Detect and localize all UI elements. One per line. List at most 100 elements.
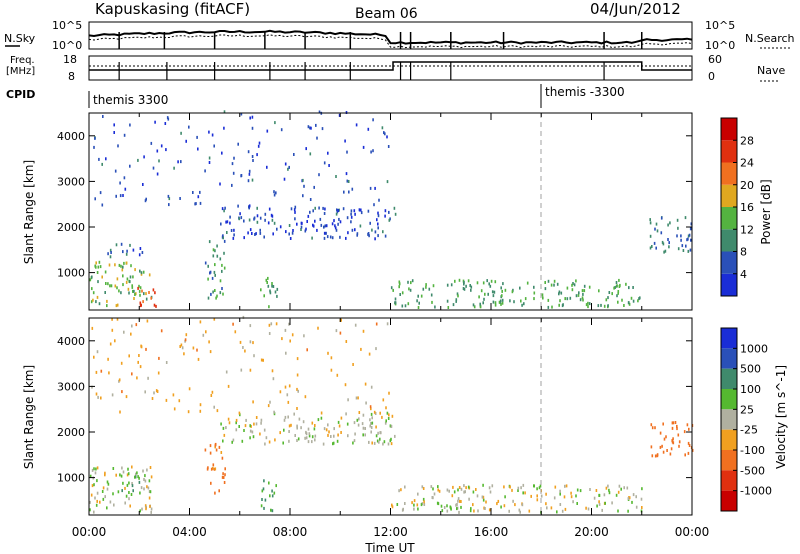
velocity-cell-649 [365, 401, 367, 405]
velocity-cell-382 [411, 501, 413, 505]
power-cell-581 [113, 131, 115, 134]
power-cell-288 [269, 289, 271, 293]
power-cell-549 [256, 153, 258, 157]
power-cell-213 [309, 210, 311, 214]
power-cell-261 [350, 212, 352, 216]
velocity-cell-566 [153, 391, 155, 395]
velocity-cell-39 [106, 487, 109, 491]
velocity-cell-534 [296, 407, 298, 410]
velocity-cell-450 [431, 496, 434, 499]
velocity-cell-488 [656, 453, 659, 457]
power-cell-321 [611, 292, 613, 296]
power-cell-351 [463, 280, 465, 284]
velocity-cell-367 [589, 488, 591, 491]
velocity-cell-272 [260, 504, 263, 508]
power-cell-389 [465, 284, 467, 288]
velocity-cell-248 [347, 434, 349, 438]
power-cell-84 [155, 304, 157, 308]
power-cell-112 [208, 240, 211, 244]
power-cell-91 [109, 255, 112, 259]
velocity-cell-647 [296, 357, 299, 361]
velocity-cell-122 [358, 417, 360, 421]
velocity-cell-439 [391, 503, 393, 507]
velocity-cell-115 [224, 473, 226, 477]
velocity-cell-432 [635, 495, 637, 499]
power-cell-562 [346, 150, 348, 154]
velocity-cell-65 [124, 486, 126, 490]
velocity-cell-58 [96, 491, 99, 495]
velocity-cell-529 [199, 320, 202, 324]
velocity-cell-190 [282, 441, 284, 445]
velocity-cell-292 [472, 503, 474, 507]
velocity-cell-45 [139, 509, 141, 513]
power-cell-311 [407, 302, 410, 306]
velocity-cell-327 [437, 485, 439, 489]
velocity-cell-249 [322, 442, 325, 446]
velocity-colorbar-swatch-1 [721, 348, 737, 369]
velocity-cell-236 [249, 429, 252, 433]
velocity-cell-542 [158, 356, 160, 360]
velocity-cell-610 [136, 376, 138, 380]
velocity-cell-399 [545, 492, 547, 496]
velocity-cell-25 [94, 471, 97, 475]
power-cell-310 [521, 303, 523, 307]
velocity-cell-80 [138, 480, 141, 484]
velocity-cell-428 [570, 495, 573, 499]
velocity-cell-95 [209, 444, 212, 448]
velocity-cell-267 [273, 491, 276, 495]
power-cell-607 [113, 123, 115, 127]
power-cell-435 [394, 297, 397, 301]
velocity-cell-464 [674, 421, 677, 424]
velocity-cell-68 [125, 494, 128, 498]
velocity-cell-605 [211, 390, 214, 394]
velocity-cell-6 [146, 485, 148, 489]
velocity-cell-425 [437, 502, 440, 506]
power-cell-440 [408, 287, 410, 291]
velocity-cell-116 [241, 439, 244, 443]
velocity-cell-572 [118, 378, 121, 382]
power-cell-86 [139, 301, 142, 305]
power-cell-521 [309, 152, 312, 156]
power-cell-72 [98, 260, 101, 264]
velocity-cell-156 [375, 434, 378, 438]
power-cell-595 [386, 180, 389, 184]
velocity-cell-238 [294, 434, 296, 437]
velocity-cell-496 [650, 445, 653, 449]
velocity-cell-261 [307, 427, 310, 431]
velocity-cell-270 [275, 484, 277, 488]
velocity-cell-539 [210, 394, 213, 397]
velocity-cell-59 [144, 479, 147, 483]
velocity-cell-186 [304, 436, 306, 440]
velocity-cell-10 [115, 473, 117, 477]
velocity-colorbar-swatch-4 [721, 409, 737, 430]
power-cell-143 [336, 210, 339, 214]
velocity-cell-299 [564, 507, 567, 511]
velocity-cell-168 [311, 435, 314, 439]
power-cell-287 [265, 278, 268, 282]
power-cell-350 [401, 291, 404, 295]
velocity-cell-66 [139, 491, 141, 495]
velocity-cell-44 [137, 475, 139, 479]
velocity-cell-314 [550, 506, 553, 510]
power-cell-11 [97, 265, 100, 269]
velocity-cell-482 [650, 423, 653, 427]
velocity-cell-165 [332, 442, 334, 446]
velocity-cell-246 [308, 432, 311, 436]
velocity-cell-199 [314, 438, 316, 442]
power-cell-314 [605, 298, 608, 302]
power-cell-418 [556, 282, 559, 286]
velocity-cell-468 [688, 444, 691, 447]
velocity-cell-585 [139, 365, 142, 369]
velocity-cell-304 [446, 504, 448, 508]
velocity-cell-3 [121, 466, 123, 470]
velocity-cell-354 [484, 507, 486, 510]
power-cell-317 [480, 289, 483, 293]
nsearch-label: N.Search [745, 32, 795, 45]
power-cell-30 [106, 304, 108, 308]
power-cell-128 [207, 277, 209, 281]
velocity-cell-153 [386, 411, 389, 415]
velocity-cell-112 [214, 491, 216, 495]
velocity-cell-612 [375, 347, 377, 351]
velocity-cell-42 [141, 507, 143, 511]
